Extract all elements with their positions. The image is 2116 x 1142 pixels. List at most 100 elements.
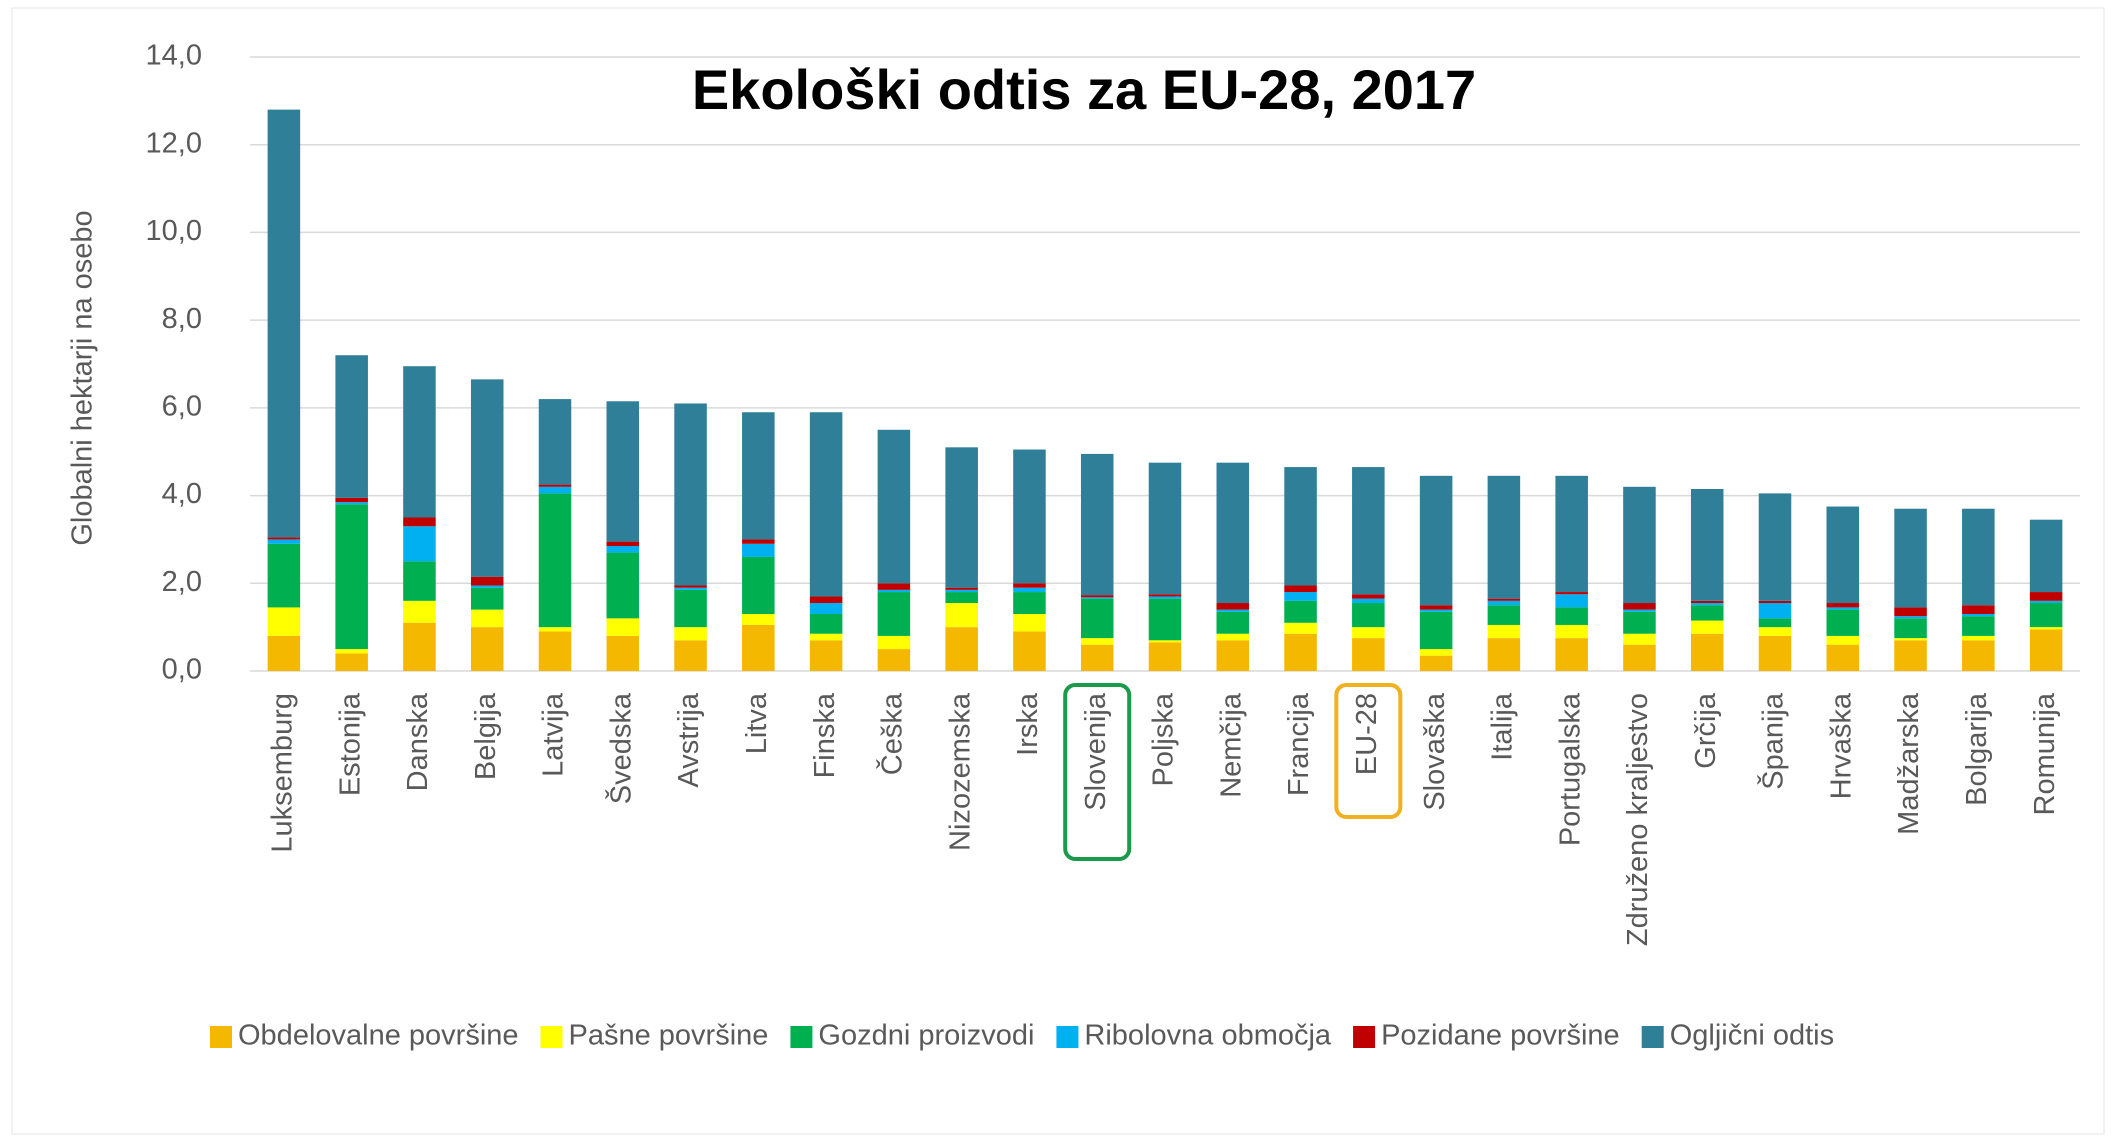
x-tick-label: Slovenija	[1080, 692, 1112, 811]
bar-segment	[2029, 600, 2063, 604]
bar-segment	[335, 649, 368, 654]
bar-segment	[1013, 613, 1046, 632]
bar-segment	[1148, 462, 1182, 595]
bar-segment	[538, 631, 572, 671]
bar-segment	[1352, 594, 1385, 599]
bar-segment	[403, 517, 436, 527]
bar-segment	[1623, 611, 1656, 634]
bar-segment	[335, 504, 368, 650]
bar-segment	[267, 539, 301, 544]
y-axis-label: Globalni hektarji na osebo	[67, 210, 99, 545]
bar-segment	[1555, 607, 1588, 625]
bar-segment	[403, 622, 436, 671]
bar-segment	[1148, 640, 1182, 643]
bar-segment	[1555, 624, 1588, 639]
bar-segment	[1148, 598, 1182, 641]
bar-segment	[470, 627, 504, 671]
bar-segment	[742, 556, 775, 614]
bar-segment	[403, 561, 436, 601]
bar-segment	[877, 649, 911, 671]
bar-segment	[267, 607, 301, 636]
bar-segment	[470, 379, 504, 577]
bar-segment	[1758, 493, 1792, 601]
bar-segment	[1758, 627, 1792, 636]
bar-segment	[1080, 644, 1114, 671]
y-tick-label: 4,0	[162, 478, 202, 510]
bar-segment	[1284, 622, 1317, 634]
bar-segment	[1623, 603, 1656, 610]
legend-swatch	[1353, 1026, 1376, 1048]
bar-segment	[809, 640, 843, 671]
x-tick-label: Finska	[809, 692, 841, 778]
x-tick-label: EU-28	[1351, 693, 1383, 775]
y-tick-label: 0,0	[162, 654, 202, 686]
bar-segment	[1555, 592, 1588, 595]
highlight-box	[1334, 683, 1403, 819]
bar-segment	[1690, 605, 1724, 621]
bar-segment	[403, 526, 436, 562]
y-tick-label: 8,0	[162, 303, 202, 335]
bar-segment	[538, 627, 572, 632]
legend-swatch	[1641, 1026, 1664, 1048]
bar-segment	[945, 587, 978, 590]
bar-segment	[470, 609, 504, 628]
bar-segment	[1962, 613, 1995, 617]
bar-segment	[1013, 583, 1046, 588]
bar-segment	[1962, 616, 1995, 636]
bar-segment	[1962, 508, 1995, 606]
bar-segment	[674, 587, 707, 590]
bar-segment	[606, 546, 640, 553]
bar-segment	[267, 109, 301, 538]
legend-swatch	[1056, 1026, 1079, 1048]
bar-segment	[1487, 638, 1521, 671]
bar-segment	[538, 493, 572, 628]
y-tick-label: 12,0	[146, 127, 202, 159]
bar-segment	[809, 633, 843, 641]
bar-segment	[1216, 640, 1250, 671]
bar-segment	[470, 585, 504, 588]
bar-segment	[1962, 640, 1995, 671]
x-tick-label: Slovaška	[1419, 692, 1451, 811]
bar-segment	[674, 627, 707, 641]
bar-segment	[1419, 605, 1453, 610]
bar-segment	[1487, 624, 1521, 639]
bar-segment	[1216, 462, 1250, 604]
bar-segment	[1487, 605, 1521, 625]
bar-segment	[877, 429, 911, 584]
bar-segment	[538, 486, 572, 494]
bar-segment	[2029, 519, 2063, 593]
bar-segment	[809, 596, 843, 604]
bar-segment	[742, 624, 775, 671]
legend-label: Ribolovna območja	[1084, 1020, 1332, 1052]
bar-segment	[674, 403, 707, 586]
bar-segment	[1284, 585, 1317, 593]
bar-segment	[1352, 627, 1385, 639]
x-tick-label: Nizozemska	[944, 692, 976, 851]
bar-segment	[470, 576, 504, 586]
bar-segment	[335, 355, 368, 498]
legend-swatch	[790, 1026, 813, 1048]
bar-segment	[1690, 600, 1724, 604]
x-tick-label: Estonija	[334, 692, 366, 796]
bar-segment	[1013, 449, 1046, 584]
x-tick-label: Litva	[741, 692, 773, 754]
bar-segment	[1758, 603, 1792, 619]
bar-segment	[877, 635, 911, 650]
bar-segment	[809, 603, 843, 614]
bar-segment	[1419, 609, 1453, 612]
legend-swatch	[540, 1026, 563, 1048]
x-tick-label: Nemčija	[1215, 692, 1247, 798]
bar-segment	[1013, 631, 1046, 671]
bar-segment	[1894, 508, 1927, 608]
bar-segment	[1826, 644, 1860, 671]
bar-segment	[2029, 627, 2063, 630]
bar-segment	[1352, 603, 1385, 628]
x-tick-label: Bolgarija	[1961, 692, 1993, 806]
bar-segment	[267, 543, 301, 608]
bar-segment	[1216, 603, 1250, 610]
bar-segment	[945, 603, 978, 628]
bar-segment	[1555, 594, 1588, 608]
bar-segment	[1487, 598, 1521, 601]
bar-segment	[1826, 607, 1860, 610]
